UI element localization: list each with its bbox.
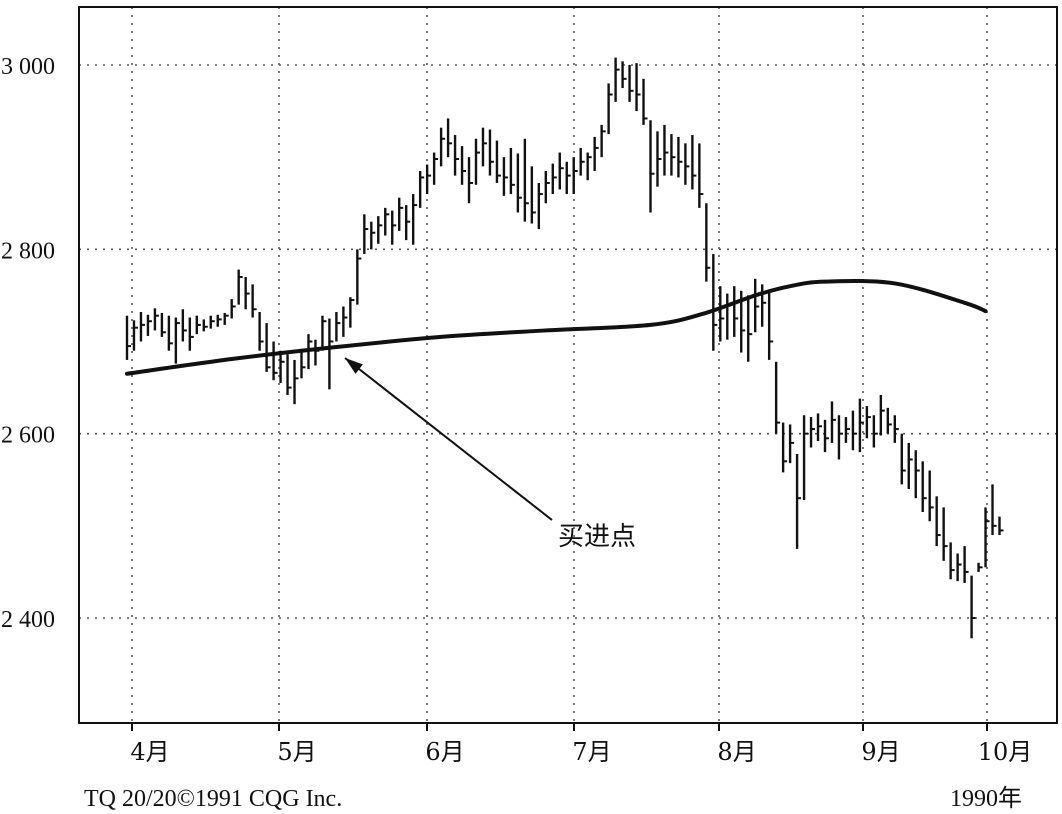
x-axis: 4月 5月 6月 7月 8月 9月 10月: [130, 723, 1032, 766]
x-tick-label: 5月: [277, 738, 316, 766]
year-label: 1990年: [950, 785, 1022, 812]
y-tick-label: 2 600: [1, 423, 55, 449]
copyright-footer: TQ 20/20©1991 CQG Inc.: [84, 786, 342, 812]
x-tick-label: 10月: [978, 738, 1033, 766]
x-tick-label: 6月: [425, 738, 464, 766]
x-tick-label: 7月: [572, 738, 611, 766]
y-axis: 3 000 2 800 2 600 2 400: [1, 54, 55, 633]
moving-average-line: [125, 279, 988, 376]
x-tick-label: 9月: [861, 738, 900, 766]
y-tick-label: 2 800: [1, 238, 55, 264]
plot-frame: [78, 6, 1058, 724]
price-bars: [125, 57, 1004, 639]
annotation-arrow: [344, 357, 553, 521]
x-tick-label: 8月: [717, 738, 756, 766]
grid: [79, 7, 1057, 723]
y-tick-label: 3 000: [1, 54, 55, 80]
x-tick-label: 4月: [130, 738, 169, 766]
annotation-label: 买进点: [558, 522, 636, 552]
y-tick-label: 2 400: [1, 607, 55, 633]
annotation-arrowhead: [345, 358, 363, 374]
buy-point-annotation: 买进点: [344, 357, 636, 552]
